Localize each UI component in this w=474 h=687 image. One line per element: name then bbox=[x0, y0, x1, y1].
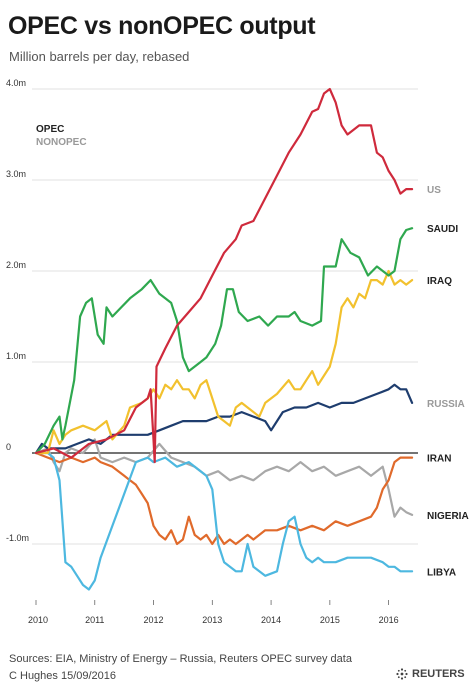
reuters-logo-icon bbox=[396, 668, 408, 680]
y-tick-label: -1.0m bbox=[6, 533, 29, 543]
x-tick-label: 2011 bbox=[85, 615, 104, 625]
x-tick-label: 2016 bbox=[379, 615, 399, 625]
series-label-us: US bbox=[427, 185, 441, 196]
series-line-russia bbox=[34, 383, 414, 455]
series-label-russia: RUSSIA bbox=[427, 399, 465, 410]
series-lines bbox=[34, 87, 414, 591]
x-tick-label: 2013 bbox=[202, 615, 222, 625]
reuters-logo-text: REUTERS bbox=[412, 668, 465, 680]
legend-entry-opec: OPEC bbox=[36, 124, 65, 135]
x-tick-labels: 2010 2011 2012 2013 2014 2015 2016 bbox=[28, 600, 399, 625]
y-tick-label: 2.0m bbox=[6, 260, 26, 270]
x-tick-label: 2012 bbox=[144, 615, 164, 625]
series-label-iraq: IRAQ bbox=[427, 276, 452, 287]
source-note: Sources: EIA, Ministry of Energy – Russi… bbox=[9, 653, 352, 665]
series-line-iraq bbox=[34, 269, 414, 455]
x-tick-label: 2014 bbox=[261, 615, 281, 625]
series-label-libya: LIBYA bbox=[427, 567, 456, 578]
line-chart: 4.0m3.0m2.0m1.0m0-1.0m 2010 2011 2012 2013 2… bbox=[6, 78, 469, 625]
x-tick-label: 2015 bbox=[320, 615, 340, 625]
y-tick-label: 4.0m bbox=[6, 78, 26, 88]
y-tick-labels: 4.0m 3.0m 2.0m 1.0m 0 -1.0m bbox=[6, 78, 29, 543]
legend-entry-nonopec: NONOPEC bbox=[36, 137, 87, 148]
series-line-us bbox=[34, 87, 414, 464]
series-line-iran bbox=[34, 451, 414, 546]
y-tick-label: 0 bbox=[6, 442, 11, 452]
series-line-libya bbox=[34, 451, 414, 591]
x-tick-label: 2010 bbox=[28, 615, 48, 625]
series-line-saudi bbox=[34, 227, 414, 455]
series-label-iran: IRAN bbox=[427, 454, 451, 465]
series-line-nigeria bbox=[34, 438, 414, 518]
credit-note: C Hughes 15/09/2016 bbox=[9, 670, 117, 682]
series-end-labels: US SAUDI IRAQ RUSSIA IRAN NIGERIA LIBYA bbox=[427, 185, 469, 578]
reuters-logo: REUTERS bbox=[395, 667, 465, 681]
y-tick-label: 1.0m bbox=[6, 351, 26, 361]
y-tick-label: 3.0m bbox=[6, 169, 26, 179]
chart-subtitle: Million barrels per day, rebased bbox=[9, 49, 190, 64]
chart-title: OPEC vs nonOPEC output bbox=[8, 12, 316, 40]
series-label-nigeria: NIGERIA bbox=[427, 511, 469, 522]
series-label-saudi: SAUDI bbox=[427, 224, 458, 235]
